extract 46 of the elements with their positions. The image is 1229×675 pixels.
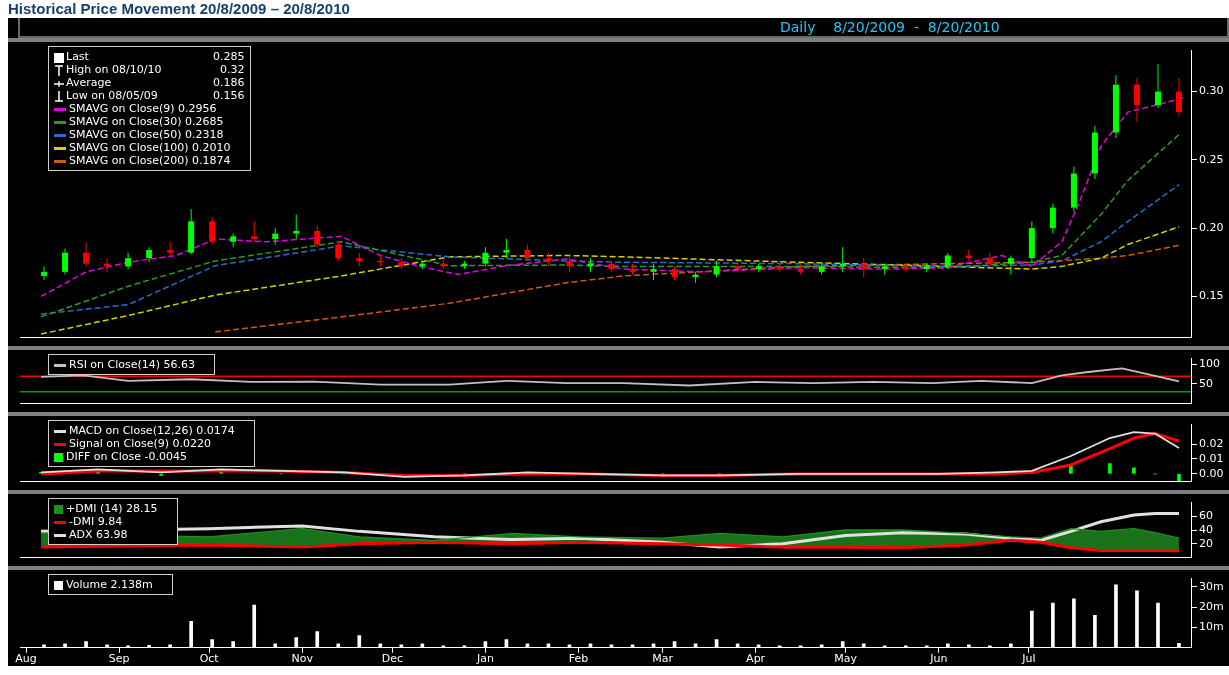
x-tick-label: Feb (568, 652, 589, 666)
legend-label: ADX 63.98 (69, 528, 128, 541)
legend-label: -DMI 9.84 (69, 515, 123, 528)
chart-title: Historical Price Movement 20/8/2009 – 20/8/2010 (7, 0, 351, 18)
legend-label: MACD on Close(12,26) 0.0174 (69, 424, 235, 437)
y-tick-label: 50 (1199, 376, 1213, 390)
y-tick-label: 10m (1199, 620, 1224, 634)
y-tick-label: 30m (1199, 579, 1224, 593)
y-tick-label: 0.30 (1199, 84, 1224, 98)
y-tick-label: 0.00 (1199, 466, 1224, 480)
x-tick-label: Jul (1021, 652, 1036, 666)
y-tick-label: 60 (1199, 509, 1213, 523)
y-tick-label: 100 (1199, 357, 1220, 371)
x-tick-label: Aug (15, 652, 37, 666)
y-tick-label: 20m (1199, 599, 1224, 613)
legend-label: Signal on Close(9) 0.0220 (69, 437, 212, 450)
legend-label: SMAVG on Close(30) 0.2685 (69, 115, 224, 128)
text: High on 08/10/10 0.32 (66, 63, 245, 76)
x-tick-label: Oct (199, 652, 220, 666)
x-tick-label: Sep (108, 652, 130, 666)
text: Last 0.285 (66, 50, 245, 63)
legend-label: SMAVG on Close(50) 0.2318 (69, 128, 224, 141)
x-tick-label: Mar (652, 652, 674, 666)
x-tick-label: Nov (291, 652, 314, 666)
legend-label: DIFF on Close -0.0045 (66, 450, 187, 463)
y-tick-label: 0.25 (1199, 152, 1224, 166)
y-tick-label: 40 (1199, 522, 1213, 536)
chart-subtitle: Daily 8/20/2009 - 8/20/2010 (18, 18, 1229, 38)
x-tick-label: Apr (746, 652, 766, 666)
y-tick-label: 0.01 (1199, 451, 1224, 465)
text: Low on 08/05/09 0.156 (66, 89, 245, 102)
y-tick-label: 0.20 (1199, 221, 1224, 234)
legend-label: RSI on Close(14) 56.63 (69, 358, 196, 371)
x-tick-label: Jun (929, 652, 948, 666)
legend-label: SMAVG on Close(200) 0.1874 (69, 154, 231, 167)
legend-label: SMAVG on Close(9) 0.2956 (69, 102, 217, 115)
legend-label: +DMI (14) 28.15 (66, 502, 158, 515)
text: Average 0.186 (66, 76, 245, 89)
y-tick-label: 0.02 (1199, 436, 1224, 450)
y-tick-label: 0.15 (1199, 289, 1224, 303)
x-tick-label: Jan (475, 652, 494, 666)
x-tick-label: Dec (381, 652, 403, 666)
y-tick-label: 20 (1199, 536, 1213, 550)
legend-label: SMAVG on Close(100) 0.2010 (69, 141, 231, 154)
x-tick-label: May (834, 652, 858, 666)
legend-label: Volume 2.138m (66, 578, 153, 591)
